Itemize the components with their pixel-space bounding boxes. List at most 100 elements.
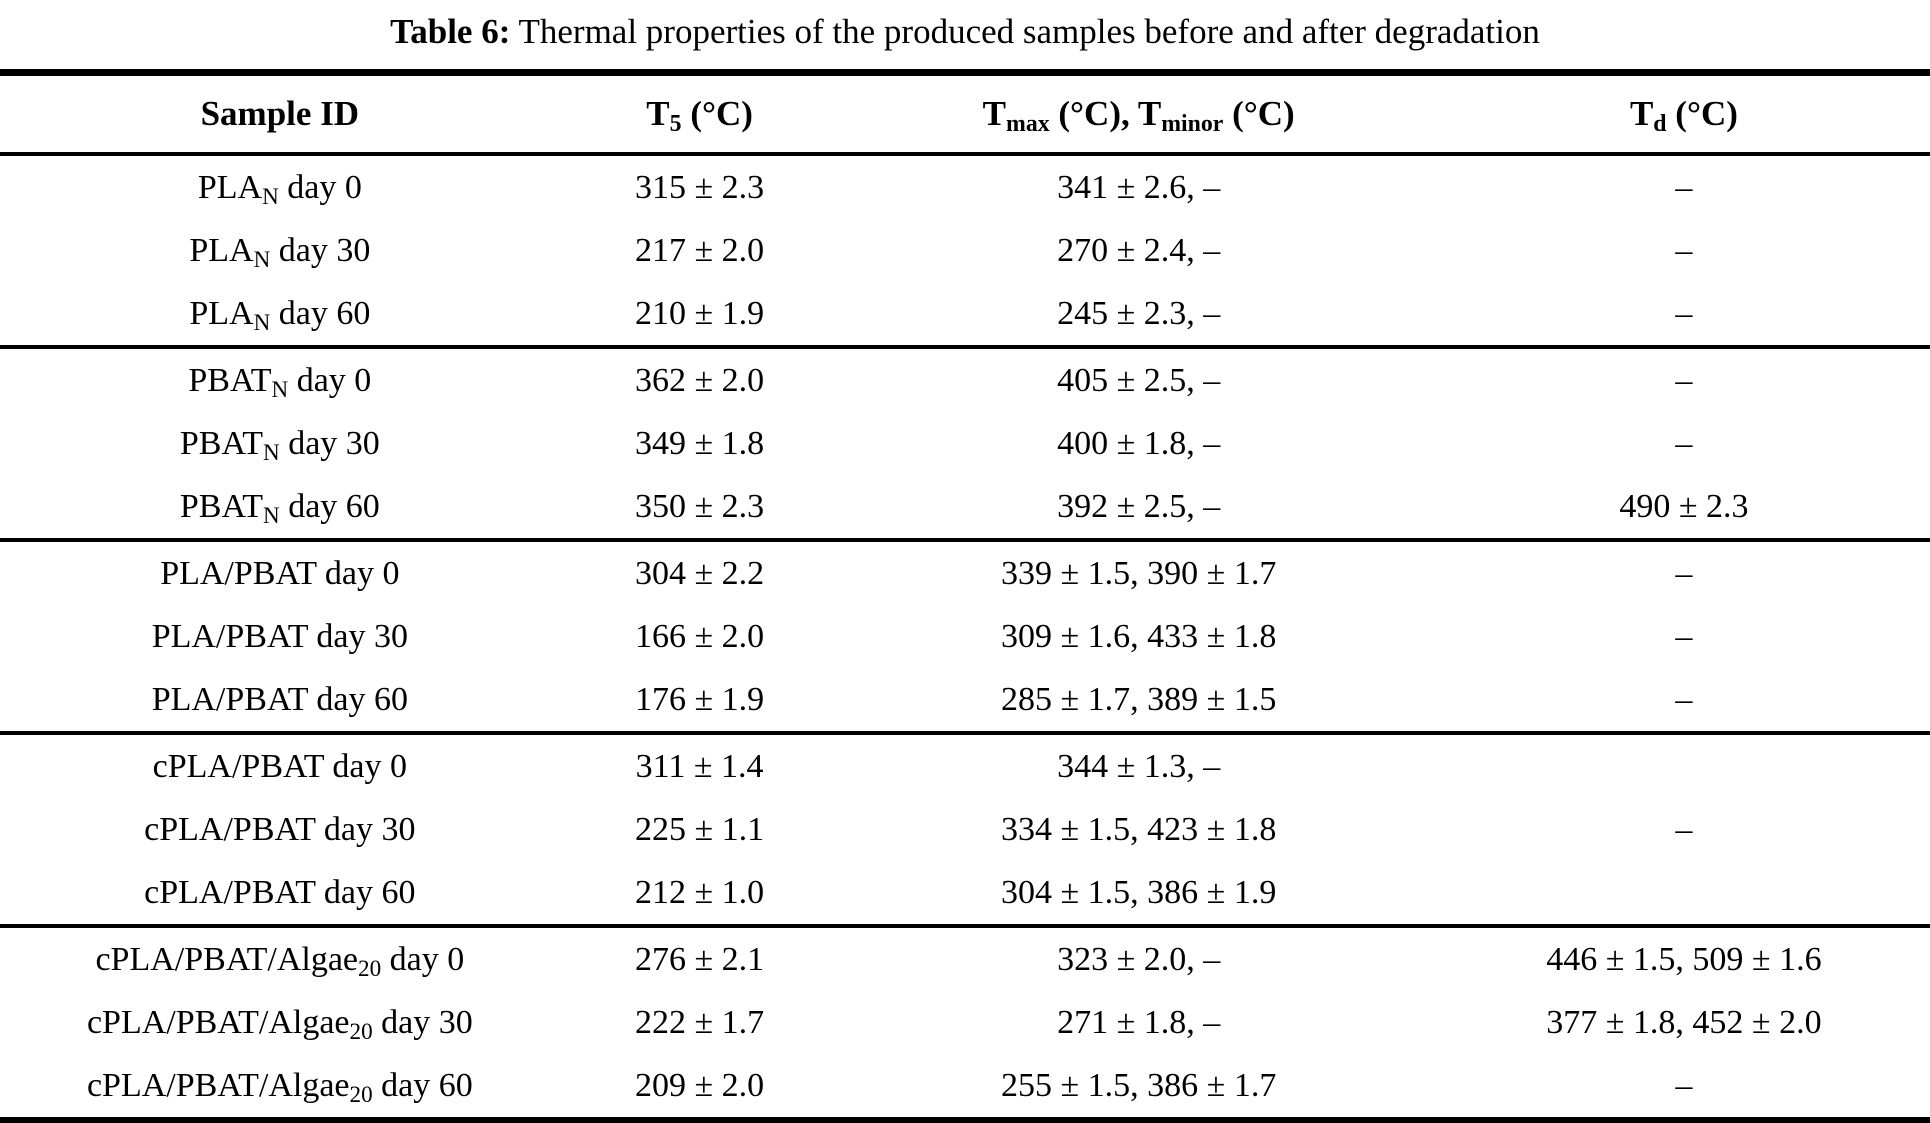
value-cell: 405 ± 2.5, – <box>1057 361 1221 399</box>
subscript: d <box>1653 110 1667 137</box>
value-cell <box>1438 861 1930 926</box>
subscript: N <box>253 246 271 273</box>
sample-id-cell: cPLA/PBAT/Algae20 day 0 <box>95 940 465 982</box>
value-cell: 304 ± 2.2 <box>635 554 765 592</box>
subscript: 20 <box>349 1081 373 1108</box>
table-row: PLAN day 0 315 ± 2.3 341 ± 2.6, – – <box>0 154 1930 219</box>
table-row: cPLA/PBAT day 0 311 ± 1.4 344 ± 1.3, – <box>0 733 1930 798</box>
sample-id-cell: PBATN day 30 <box>179 424 380 466</box>
subscript: N <box>263 439 280 466</box>
sample-group: PLA/PBAT day 0 304 ± 2.2 339 ± 1.5, 390 ± … <box>0 540 1930 733</box>
value-cell: 270 ± 2.4, – <box>1057 231 1221 269</box>
table-row: cPLA/PBAT day 60 212 ± 1.0 304 ± 1.5, 386 … <box>0 861 1930 926</box>
value-cell <box>1438 733 1930 798</box>
table-caption: Table 6: Thermal properties of the produ… <box>0 0 1930 69</box>
value-cell: 225 ± 1.1 <box>635 810 765 848</box>
table-caption-label: Table 6: <box>390 12 511 51</box>
table-row: PBATN day 30 349 ± 1.8 400 ± 1.8, – – <box>0 412 1930 475</box>
value-cell: 392 ± 2.5, – <box>1057 487 1221 525</box>
subscript: 20 <box>358 955 382 982</box>
value-cell: – <box>1675 617 1693 655</box>
value-cell: – <box>1675 168 1693 206</box>
value-cell: 323 ± 2.0, – <box>1057 940 1221 978</box>
value-cell: 334 ± 1.5, 423 ± 1.8 <box>1001 810 1277 848</box>
value-cell: – <box>1675 361 1693 399</box>
value-cell: 271 ± 1.8, – <box>1057 1003 1221 1041</box>
value-cell: – <box>1675 424 1693 462</box>
sample-group: PBATN day 0 362 ± 2.0 405 ± 2.5, – – PBATN d… <box>0 347 1930 540</box>
value-cell: 309 ± 1.6, 433 ± 1.8 <box>1001 617 1277 655</box>
header-row: Sample ID T5 (°C) Tmax (°C), Tminor (°C) Td… <box>0 73 1930 155</box>
sample-id-cell: cPLA/PBAT/Algae20 day 60 <box>86 1066 473 1108</box>
sample-id-cell: cPLA/PBAT day 30 <box>144 810 416 848</box>
value-cell: 222 ± 1.7 <box>635 1003 765 1041</box>
table-row: PLA/PBAT day 30 166 ± 2.0 309 ± 1.6, 433 ±… <box>0 605 1930 668</box>
value-cell: 315 ± 2.3 <box>635 168 765 206</box>
value-cell: – <box>1675 231 1693 269</box>
subscript: N <box>253 309 271 336</box>
subscript: N <box>271 376 289 403</box>
column-header-4: Td (°C) <box>1629 94 1738 137</box>
sample-id-cell: PLAN day 30 <box>189 231 371 273</box>
value-cell: 490 ± 2.3 <box>1619 487 1749 525</box>
value-cell: – <box>1675 1066 1693 1104</box>
value-cell: – <box>1675 810 1693 848</box>
table-caption-text: Thermal properties of the produced sampl… <box>518 12 1540 51</box>
column-header-1: Sample ID <box>200 94 360 133</box>
sample-id-cell: PBATN day 0 <box>188 361 372 403</box>
sample-id-cell: cPLA/PBAT day 60 <box>144 873 416 911</box>
subscript: 20 <box>349 1018 373 1045</box>
sample-id-cell: PLA/PBAT day 60 <box>151 680 408 718</box>
value-cell: – <box>1675 294 1693 332</box>
sample-group: cPLA/PBAT day 0 311 ± 1.4 344 ± 1.3, – cPLA… <box>0 733 1930 926</box>
value-cell: 245 ± 2.3, – <box>1057 294 1221 332</box>
value-cell: 285 ± 1.7, 389 ± 1.5 <box>1001 680 1277 718</box>
sample-id-cell: cPLA/PBAT/Algae20 day 30 <box>86 1003 473 1045</box>
table-row: cPLA/PBAT/Algae20 day 0 276 ± 2.1 323 ± 2.… <box>0 926 1930 991</box>
value-cell: 350 ± 2.3 <box>635 487 765 525</box>
table-row: PLAN day 30 217 ± 2.0 270 ± 2.4, – – <box>0 219 1930 282</box>
subscript: N <box>263 502 280 529</box>
table-row: cPLA/PBAT/Algae20 day 60 209 ± 2.0 255 ± 1… <box>0 1054 1930 1120</box>
value-cell: 304 ± 1.5, 386 ± 1.9 <box>1001 873 1277 911</box>
value-cell: 349 ± 1.8 <box>635 424 765 462</box>
value-cell: 377 ± 1.8, 452 ± 2.0 <box>1546 1003 1822 1041</box>
table-row: cPLA/PBAT day 30 225 ± 1.1 334 ± 1.5, 423 … <box>0 798 1930 861</box>
thermal-properties-table: Sample ID T5 (°C) Tmax (°C), Tminor (°C) Td… <box>0 69 1930 1123</box>
sample-id-cell: PLAN day 60 <box>189 294 371 336</box>
table-row: PLA/PBAT day 60 176 ± 1.9 285 ± 1.7, 389 ±… <box>0 668 1930 733</box>
value-cell: 176 ± 1.9 <box>635 680 765 718</box>
value-cell: 209 ± 2.0 <box>635 1066 765 1104</box>
sample-id-cell: PLAN day 0 <box>197 168 362 210</box>
value-cell: 210 ± 1.9 <box>635 294 765 332</box>
table-header: Sample ID T5 (°C) Tmax (°C), Tminor (°C) Td… <box>0 72 1930 155</box>
value-cell: 344 ± 1.3, – <box>1057 747 1221 785</box>
subscript: N <box>262 183 279 210</box>
value-cell: 341 ± 2.6, – <box>1057 168 1221 206</box>
sample-id-cell: cPLA/PBAT day 0 <box>152 747 408 785</box>
sample-group: cPLA/PBAT/Algae20 day 0 276 ± 2.1 323 ± 2.… <box>0 926 1930 1120</box>
value-cell: – <box>1675 554 1693 592</box>
subscript: minor <box>1161 110 1224 137</box>
subscript: max <box>1006 110 1050 137</box>
table-row: PLA/PBAT day 0 304 ± 2.2 339 ± 1.5, 390 ± … <box>0 540 1930 605</box>
value-cell: 446 ± 1.5, 509 ± 1.6 <box>1546 940 1822 978</box>
table-row: cPLA/PBAT/Algae20 day 30 222 ± 1.7 271 ± 1… <box>0 991 1930 1054</box>
sample-id-cell: PLA/PBAT day 0 <box>160 554 400 592</box>
value-cell: 212 ± 1.0 <box>635 873 765 911</box>
sample-id-cell: PBATN day 60 <box>179 487 380 529</box>
column-header-2: T5 (°C) <box>646 94 753 137</box>
table-row: PBATN day 60 350 ± 2.3 392 ± 2.5, – 490 ± 2… <box>0 475 1930 540</box>
table-row: PBATN day 0 362 ± 2.0 405 ± 2.5, – – <box>0 347 1930 412</box>
value-cell: 400 ± 1.8, – <box>1057 424 1221 462</box>
sample-group: PLAN day 0 315 ± 2.3 341 ± 2.6, – – PLAN day… <box>0 154 1930 347</box>
column-header-3: Tmax (°C), Tminor (°C) <box>982 94 1295 137</box>
subscript: 5 <box>669 110 682 137</box>
value-cell: – <box>1675 680 1693 718</box>
value-cell: 339 ± 1.5, 390 ± 1.7 <box>1001 554 1277 592</box>
value-cell: 276 ± 2.1 <box>635 940 765 978</box>
value-cell: 362 ± 2.0 <box>635 361 765 399</box>
value-cell: 311 ± 1.4 <box>635 747 764 785</box>
value-cell: 217 ± 2.0 <box>635 231 765 269</box>
